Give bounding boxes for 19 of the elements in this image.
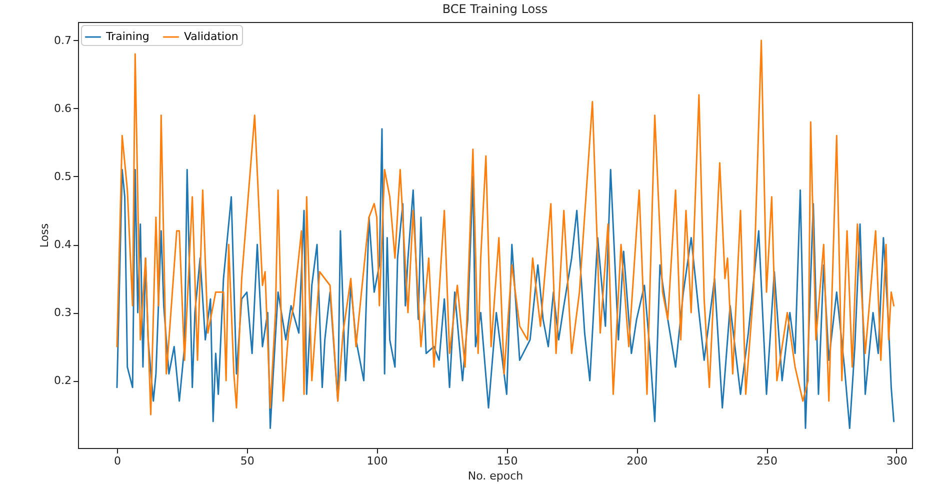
legend-label: Validation bbox=[184, 30, 238, 43]
x-tick-label: 200 bbox=[626, 454, 648, 468]
x-tick-label: 300 bbox=[886, 454, 908, 468]
legend-label: Training bbox=[105, 30, 150, 43]
x-tick-label: 250 bbox=[756, 454, 778, 468]
x-tick-label: 50 bbox=[240, 454, 254, 468]
y-tick-label: 0.3 bbox=[54, 306, 72, 320]
y-tick-label: 0.7 bbox=[54, 34, 72, 47]
y-tick-label: 0.2 bbox=[54, 374, 72, 388]
y-tick-label: 0.4 bbox=[54, 238, 72, 252]
y-tick-label: 0.5 bbox=[54, 170, 72, 183]
y-tick-label: 0.6 bbox=[54, 102, 72, 115]
x-tick-label: 0 bbox=[114, 454, 121, 468]
x-tick-label: 100 bbox=[366, 454, 388, 468]
y-axis-title: Loss bbox=[38, 223, 52, 248]
line-series bbox=[116, 128, 895, 430]
chart-title: BCE Training Loss bbox=[442, 2, 548, 16]
x-axis-title: No. epoch bbox=[468, 470, 524, 482]
x-tick-label: 150 bbox=[496, 454, 518, 468]
